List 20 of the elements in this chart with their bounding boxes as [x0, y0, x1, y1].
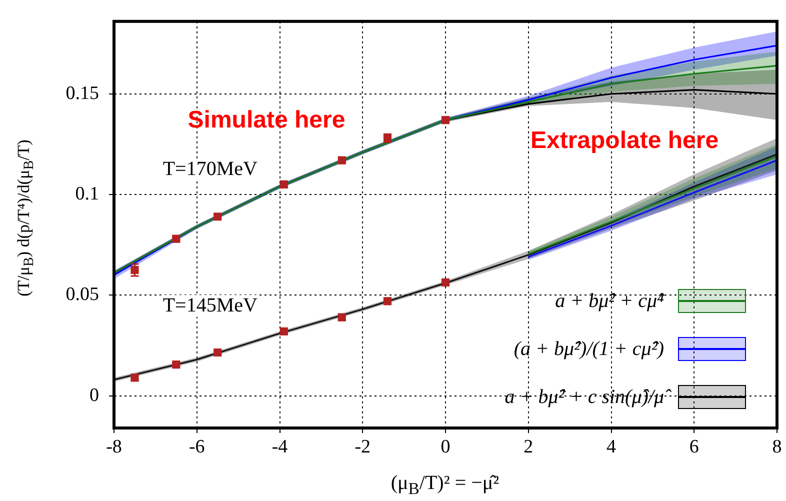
x-tick-label: 8 — [772, 436, 782, 458]
x-tick-label: 2 — [524, 436, 534, 458]
annotation: Simulate here — [188, 106, 346, 134]
annotation: T=145MeV — [162, 294, 258, 316]
x-tick-label: -6 — [188, 436, 205, 458]
annotation: T=170MeV — [162, 158, 258, 180]
x-tick-label: 0 — [440, 436, 450, 458]
legend-label: (a + bμ̂²)/(1 + cμ̂²) — [514, 338, 664, 360]
x-tick-label: -4 — [272, 436, 288, 458]
y-tick-label: 0 — [90, 384, 99, 406]
y-tick-label: 0.1 — [75, 183, 99, 204]
x-tick-label: -8 — [106, 436, 122, 458]
x-tick-label: 6 — [689, 436, 699, 458]
x-axis-title: (μ$_{B}$/T)² = −μ̂² — [390, 472, 500, 499]
x-tick-label: -2 — [354, 436, 371, 458]
legend-label: a + bμ̂² + cμ̂⁴ — [555, 290, 664, 312]
y-tick-label: 0.05 — [66, 284, 99, 306]
annotation: Extrapolate here — [530, 126, 719, 154]
x-tick-label: 4 — [606, 436, 616, 458]
y-tick-label: 0.15 — [66, 82, 99, 104]
